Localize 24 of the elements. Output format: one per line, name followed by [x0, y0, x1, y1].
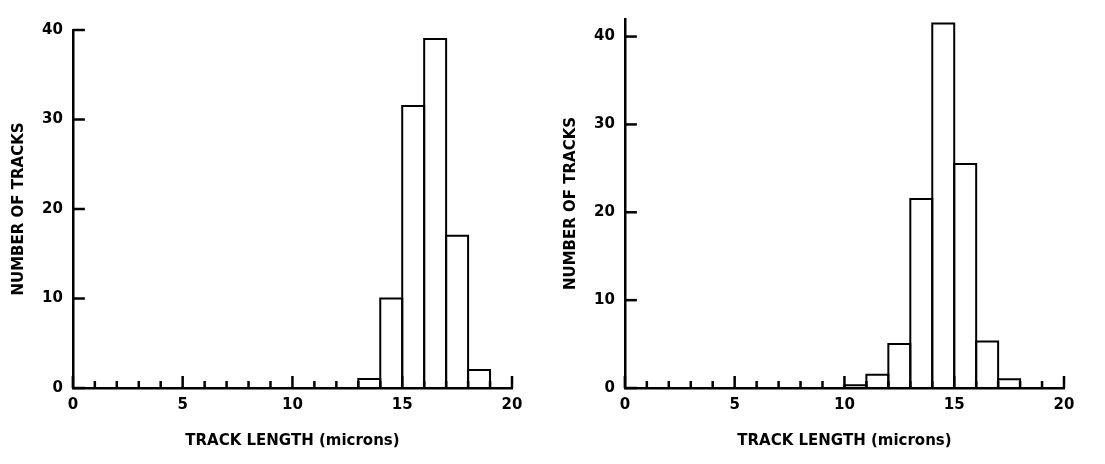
x-tick-label: 10	[282, 394, 303, 413]
y-axis-title: NUMBER OF TRACKS	[560, 116, 579, 291]
y-tick-label: 40	[594, 26, 615, 45]
y-tick-label: 20	[594, 202, 615, 221]
x-tick-label: 10	[834, 394, 855, 413]
x-tick-label: 15	[391, 394, 413, 413]
y-tick-label: 20	[42, 198, 63, 217]
x-axis-title: TRACK LENGTH (microns)	[185, 430, 400, 449]
y-tick-label: 30	[594, 114, 615, 133]
x-tick-label: 5	[729, 394, 740, 413]
y-axis-title: NUMBER OF TRACKS	[8, 122, 27, 296]
x-tick-label: 15	[943, 394, 965, 413]
x-tick-label: 5	[177, 394, 188, 413]
y-tick-label: 0	[604, 377, 615, 396]
x-tick-label: 20	[1053, 394, 1075, 413]
x-tick-label: 0	[67, 394, 79, 413]
y-tick-label: 0	[52, 377, 63, 396]
x-axis-title: TRACK LENGTH (microns)	[737, 430, 952, 449]
x-tick-label: 20	[501, 394, 523, 413]
y-tick-label: 40	[42, 19, 63, 38]
y-tick-label: 30	[42, 109, 63, 128]
y-tick-label: 10	[42, 288, 63, 307]
x-tick-label: 0	[619, 394, 631, 413]
y-tick-label: 10	[594, 290, 615, 309]
